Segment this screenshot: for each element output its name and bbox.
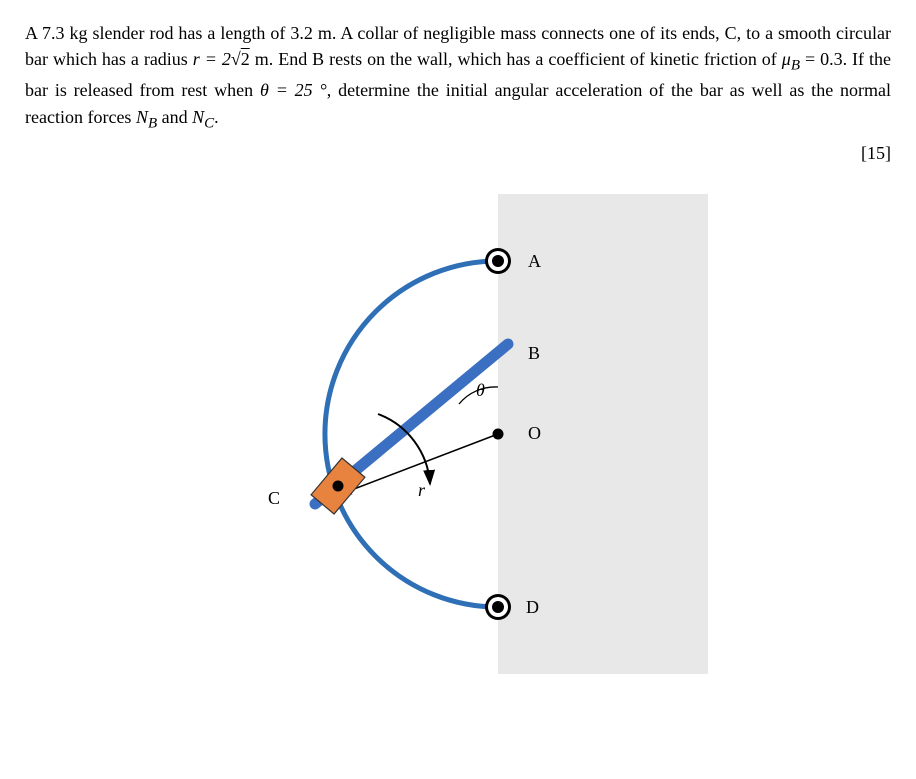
center-O bbox=[493, 428, 504, 439]
label-B: B bbox=[528, 343, 540, 363]
mu-val: = 0.3 bbox=[800, 49, 843, 69]
label-O: O bbox=[528, 423, 541, 443]
problem-text: A 7.3 kg slender rod has a length of 3.2… bbox=[25, 20, 891, 135]
figure-svg: A B O D Cθ r bbox=[208, 194, 708, 674]
figure: A B O D Cθ r bbox=[208, 194, 708, 674]
length-value: 3.2 m bbox=[290, 23, 332, 43]
NB-label: N bbox=[136, 107, 148, 127]
theta-val: θ = 25 ° bbox=[260, 80, 327, 100]
radius-prefix: r = 2 bbox=[193, 49, 231, 69]
label-A: A bbox=[528, 251, 541, 271]
A-support-inner bbox=[492, 255, 504, 267]
mu-sub: B bbox=[791, 58, 800, 74]
label-theta: θ bbox=[476, 380, 485, 400]
radius-unit: m bbox=[250, 49, 269, 69]
NB-sub: B bbox=[148, 115, 157, 131]
label-C: C bbox=[268, 488, 280, 508]
collar-pin bbox=[333, 480, 344, 491]
marks: [15] bbox=[25, 143, 891, 164]
NC-sub: C bbox=[204, 115, 214, 131]
NC-label: N bbox=[192, 107, 204, 127]
D-support-inner bbox=[492, 601, 504, 613]
circular-bar bbox=[325, 261, 498, 607]
mu-label: μ bbox=[782, 49, 791, 69]
label-D: D bbox=[526, 597, 539, 617]
label-r: r bbox=[418, 480, 426, 500]
radius-sqrt: 2 bbox=[241, 49, 250, 69]
mass-value: 7.3 kg bbox=[42, 23, 88, 43]
